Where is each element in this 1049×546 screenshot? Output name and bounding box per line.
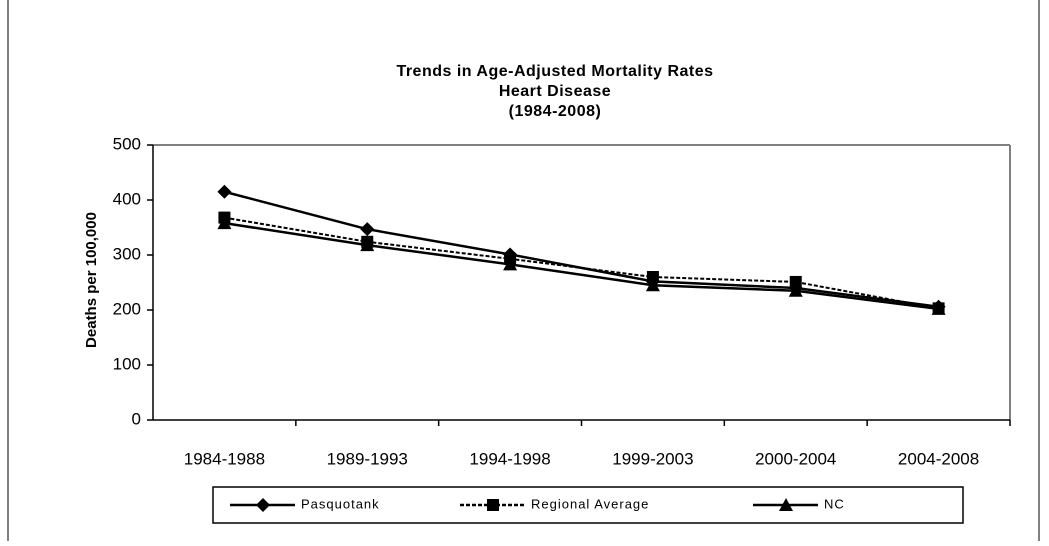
chart-title: Heart Disease	[499, 83, 611, 100]
y-axis-label: Deaths per 100,000	[83, 212, 100, 348]
marker	[789, 275, 802, 288]
marker	[645, 278, 660, 292]
legend-label: Pasquotank	[301, 496, 380, 511]
marker	[646, 271, 659, 283]
legend-label: NC	[824, 496, 845, 511]
marker	[217, 216, 232, 230]
marker	[779, 498, 793, 511]
x-tick-label: 2004-2008	[898, 449, 979, 468]
y-tick-label: 0	[132, 409, 141, 428]
chart-frame	[7, 0, 1040, 544]
series-line	[224, 216, 939, 310]
marker	[360, 222, 375, 237]
legend-label: Regional Average	[531, 496, 649, 511]
y-tick-label: 200	[113, 299, 141, 318]
y-tick-label: 300	[113, 244, 141, 263]
marker	[788, 283, 803, 297]
marker	[256, 498, 270, 512]
marker	[217, 184, 232, 199]
marker	[487, 499, 499, 511]
x-tick-label: 2000-2004	[755, 449, 836, 468]
y-tick-label: 400	[113, 189, 141, 208]
y-tick-label: 100	[113, 354, 141, 373]
marker	[360, 238, 375, 252]
x-tick-label: 1999-2003	[612, 449, 693, 468]
legend	[212, 486, 964, 524]
y-tick-label: 500	[113, 134, 141, 153]
x-tick-label: 1984-1988	[184, 449, 265, 468]
series-line	[224, 221, 939, 311]
marker	[503, 257, 518, 271]
chart-title: Trends in Age-Adjusted Mortality Rates	[396, 63, 713, 80]
marker	[931, 301, 946, 315]
chart-title: (1984-2008)	[509, 103, 602, 120]
x-tick-label: 1994-1998	[469, 449, 550, 468]
x-tick-label: 1989-1993	[327, 449, 408, 468]
